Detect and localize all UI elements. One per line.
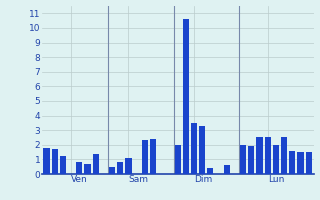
Bar (52, 149, 58, 174)
Bar (84, 164, 91, 174)
Bar (191, 123, 197, 174)
Bar (150, 139, 156, 174)
Bar (289, 151, 295, 174)
Bar (60, 156, 66, 174)
Bar (109, 167, 115, 174)
Bar (142, 140, 148, 174)
Bar (240, 145, 246, 174)
Bar (174, 145, 181, 174)
Bar (306, 152, 312, 174)
Bar (207, 168, 213, 174)
Bar (125, 158, 132, 174)
Bar (199, 126, 205, 174)
Bar (76, 162, 82, 174)
Bar (183, 19, 189, 174)
Bar (281, 137, 287, 174)
Bar (297, 152, 304, 174)
Bar (117, 162, 123, 174)
Bar (224, 165, 230, 174)
Bar (256, 137, 263, 174)
Bar (273, 145, 279, 174)
Bar (92, 154, 99, 174)
Bar (265, 137, 271, 174)
Bar (44, 148, 50, 174)
Bar (248, 146, 254, 174)
